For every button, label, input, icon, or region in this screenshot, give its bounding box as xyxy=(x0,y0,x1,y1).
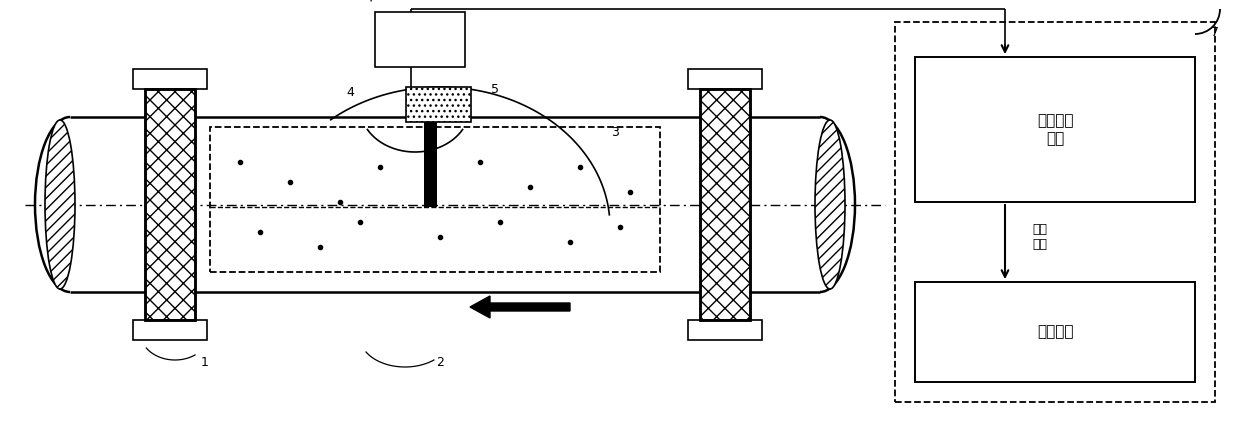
Text: 2: 2 xyxy=(436,356,444,368)
Bar xyxy=(688,69,763,89)
Bar xyxy=(133,320,207,340)
Text: 碰撞粒度
模型: 碰撞粒度 模型 xyxy=(1037,113,1074,146)
Bar xyxy=(374,12,465,67)
Text: 3: 3 xyxy=(611,125,619,139)
Bar xyxy=(915,57,1195,202)
Text: 5: 5 xyxy=(491,83,500,96)
Ellipse shape xyxy=(815,120,844,289)
Text: 4: 4 xyxy=(346,86,353,98)
Bar xyxy=(895,22,1215,402)
Bar xyxy=(701,89,750,320)
Bar xyxy=(145,89,195,320)
Bar xyxy=(145,89,195,320)
Text: 1: 1 xyxy=(201,356,208,368)
Ellipse shape xyxy=(45,120,74,289)
Text: 7: 7 xyxy=(1211,25,1219,38)
FancyArrow shape xyxy=(470,296,570,318)
Text: 粒度
分布: 粒度 分布 xyxy=(1033,223,1048,251)
Bar xyxy=(133,69,207,89)
Bar xyxy=(688,320,763,340)
Bar xyxy=(701,89,750,320)
Bar xyxy=(424,117,436,207)
Bar xyxy=(915,282,1195,382)
Text: 用户软件: 用户软件 xyxy=(1037,325,1074,340)
Bar xyxy=(210,127,660,272)
Bar xyxy=(405,87,470,122)
